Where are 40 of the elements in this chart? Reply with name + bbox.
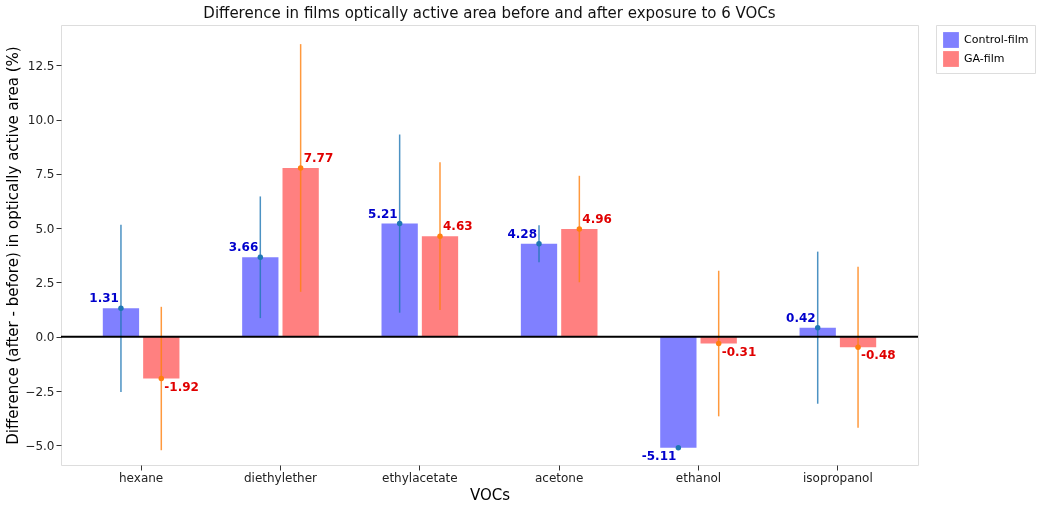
data-label: 5.21	[368, 206, 398, 221]
chart-title: Difference in films optically active area before and after exposure to 6 VOCs	[203, 3, 776, 22]
bar	[102, 308, 140, 337]
x-tick-label: hexane	[119, 470, 164, 485]
x-axis-title: VOCs	[469, 485, 511, 504]
legend-label: GA-film	[964, 52, 1005, 65]
data-label: 4.63	[442, 219, 473, 234]
bar	[282, 167, 319, 337]
bar	[381, 223, 418, 337]
data-label: 0.42	[786, 310, 816, 325]
data-label: 7.77	[303, 150, 334, 165]
data-label: 4.28	[507, 226, 538, 241]
data-label: -1.92	[164, 379, 199, 394]
x-tick-label: ethylacetate	[382, 470, 458, 485]
y-tick-label: 10.0	[27, 113, 55, 128]
x-tick-label: ethanol	[675, 470, 722, 485]
y-axis-title: Difference (after - before) in optically active area (%)	[4, 46, 23, 445]
y-tick-label: 0.0	[35, 330, 55, 345]
data-label: 1.31	[89, 291, 119, 306]
y-tick-label: 7.5	[35, 167, 55, 182]
bar	[520, 243, 558, 337]
bar	[143, 336, 180, 379]
y-tick-label: −2.5	[25, 384, 55, 399]
x-tick-label: diethylether	[243, 470, 318, 485]
data-label: -0.48	[861, 348, 896, 363]
bar	[421, 236, 459, 337]
bar	[561, 229, 598, 337]
y-tick-label: 2.5	[35, 275, 55, 290]
x-tick-label: acetone	[534, 470, 584, 485]
bar	[242, 257, 279, 337]
y-tick-label: 5.0	[35, 221, 55, 236]
legend-label: Control-film	[964, 33, 1029, 46]
y-tick-label: −5.0	[25, 438, 55, 453]
data-label: 4.96	[582, 212, 612, 227]
x-tick-label: isopropanol	[802, 470, 873, 485]
data-label: 3.66	[228, 240, 259, 255]
data-label: -5.11	[641, 448, 677, 463]
data-label: -0.31	[721, 344, 757, 359]
bar	[660, 336, 697, 448]
y-tick-label: 12.5	[27, 58, 55, 73]
